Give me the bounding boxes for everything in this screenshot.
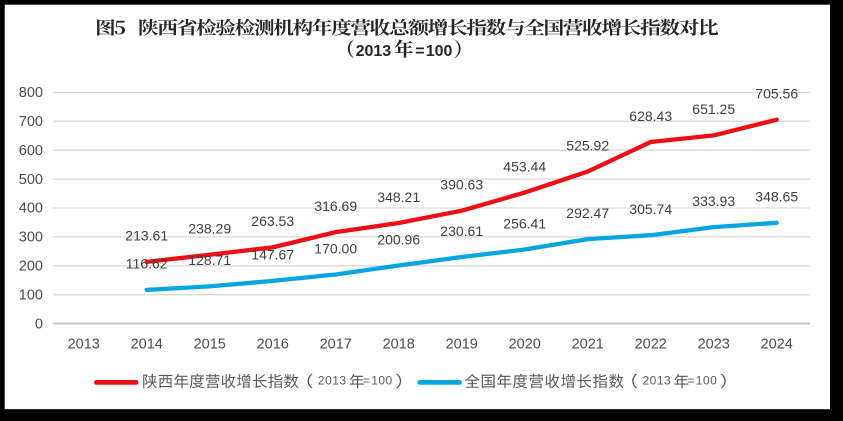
svg-text:500: 500 (19, 172, 43, 188)
svg-text:2013: 2013 (643, 374, 672, 388)
svg-text:256.41: 256.41 (503, 215, 546, 231)
svg-text:238.29: 238.29 (188, 221, 231, 237)
svg-text:0: 0 (35, 316, 43, 332)
svg-text:2015: 2015 (194, 337, 226, 353)
svg-text:2017: 2017 (320, 337, 352, 353)
svg-text:453.44: 453.44 (503, 158, 546, 174)
svg-text:305.74: 305.74 (629, 201, 672, 217)
svg-text:100: 100 (371, 374, 393, 388)
svg-text:2019: 2019 (446, 337, 478, 353)
svg-text:2016: 2016 (257, 337, 289, 353)
svg-text:400: 400 (19, 201, 43, 217)
svg-text:705.56: 705.56 (755, 86, 798, 102)
svg-text:316.69: 316.69 (314, 198, 357, 214)
svg-text:200: 200 (19, 259, 43, 275)
svg-text:2023: 2023 (698, 337, 730, 353)
svg-text:116.62: 116.62 (126, 256, 168, 272)
svg-text:=: = (415, 43, 424, 60)
svg-text:147.67: 147.67 (251, 247, 294, 263)
svg-text:200.96: 200.96 (377, 231, 420, 247)
svg-text:263.53: 263.53 (251, 213, 294, 229)
svg-text:348.65: 348.65 (755, 189, 798, 205)
svg-text:2013: 2013 (356, 43, 392, 60)
svg-text:600: 600 (19, 143, 43, 159)
svg-text:2013: 2013 (318, 374, 347, 388)
svg-text:651.25: 651.25 (692, 101, 735, 117)
svg-text:390.63: 390.63 (440, 177, 483, 193)
svg-text:2021: 2021 (572, 337, 604, 353)
svg-text:300: 300 (19, 230, 43, 246)
svg-text:700: 700 (19, 114, 43, 130)
svg-text:100: 100 (19, 287, 43, 303)
svg-text:128.71: 128.71 (188, 252, 231, 268)
svg-text:628.43: 628.43 (629, 108, 672, 124)
svg-text:800: 800 (19, 85, 43, 101)
svg-text:=: = (688, 374, 696, 388)
svg-text:333.93: 333.93 (692, 193, 735, 209)
svg-text:213.61: 213.61 (125, 228, 168, 244)
svg-text:2024: 2024 (761, 337, 793, 353)
svg-text:=: = (363, 374, 371, 388)
svg-text:230.61: 230.61 (440, 223, 483, 239)
svg-text:2020: 2020 (509, 337, 541, 353)
svg-text:170.00: 170.00 (314, 240, 357, 256)
svg-text:2018: 2018 (383, 337, 415, 353)
svg-text:2014: 2014 (131, 337, 163, 353)
svg-text:292.47: 292.47 (566, 205, 609, 221)
svg-text:2022: 2022 (635, 337, 667, 353)
svg-text:525.92: 525.92 (566, 137, 609, 153)
svg-text:2013: 2013 (68, 337, 100, 353)
svg-text:348.21: 348.21 (377, 189, 420, 205)
svg-text:100: 100 (426, 43, 453, 60)
svg-text:100: 100 (696, 374, 718, 388)
